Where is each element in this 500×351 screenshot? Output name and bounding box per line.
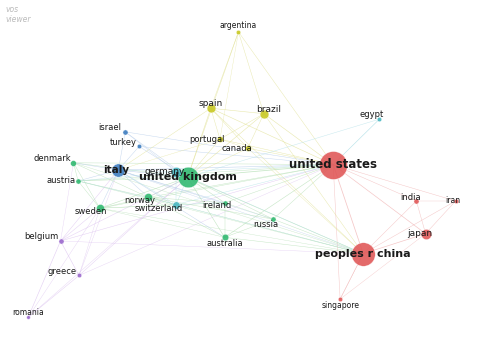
Text: singapore: singapore [321, 301, 359, 310]
Text: brazil: brazil [256, 105, 281, 114]
Text: romania: romania [12, 309, 44, 317]
Text: egypt: egypt [360, 110, 384, 119]
Text: norway: norway [124, 197, 156, 205]
Point [269, 216, 277, 222]
Text: portugal: portugal [189, 135, 224, 144]
Text: italy: italy [103, 165, 129, 175]
Point [184, 174, 192, 180]
Text: russia: russia [254, 220, 278, 229]
Point [135, 144, 143, 149]
Point [336, 296, 344, 302]
Point [144, 194, 152, 200]
Text: sweden: sweden [74, 207, 106, 216]
Point [422, 231, 430, 237]
Text: austria: austria [46, 177, 76, 185]
Point [376, 116, 384, 122]
Point [244, 145, 252, 151]
Point [220, 200, 228, 206]
Text: united states: united states [289, 158, 377, 171]
Text: ireland: ireland [202, 201, 232, 210]
Text: vos
viewer: vos viewer [5, 5, 31, 24]
Text: belgium: belgium [24, 232, 58, 241]
Text: israel: israel [98, 123, 122, 132]
Point [75, 273, 83, 278]
Point [216, 136, 224, 142]
Text: greece: greece [48, 267, 76, 276]
Text: peoples r china: peoples r china [316, 249, 411, 259]
Text: japan: japan [408, 229, 432, 238]
Text: spain: spain [198, 99, 223, 108]
Text: argentina: argentina [220, 21, 257, 30]
Point [452, 198, 460, 204]
Point [56, 238, 64, 244]
Point [234, 29, 242, 35]
Text: india: india [400, 193, 421, 202]
Point [172, 202, 180, 207]
Text: germany: germany [144, 167, 184, 176]
Point [74, 178, 82, 184]
Text: canada: canada [222, 144, 252, 153]
Point [114, 167, 122, 173]
Text: australia: australia [206, 239, 243, 249]
Point [412, 198, 420, 204]
Text: switzerland: switzerland [134, 204, 183, 213]
Point [96, 205, 104, 211]
Point [220, 234, 228, 240]
Point [172, 169, 180, 175]
Point [121, 129, 129, 135]
Point [359, 251, 367, 257]
Point [260, 111, 268, 117]
Text: denmark: denmark [34, 154, 71, 163]
Point [24, 314, 32, 320]
Text: iran: iran [445, 197, 460, 205]
Point [329, 162, 337, 167]
Point [206, 105, 214, 111]
Text: turkey: turkey [110, 138, 137, 147]
Text: united kingdom: united kingdom [138, 172, 236, 182]
Point [70, 160, 78, 166]
